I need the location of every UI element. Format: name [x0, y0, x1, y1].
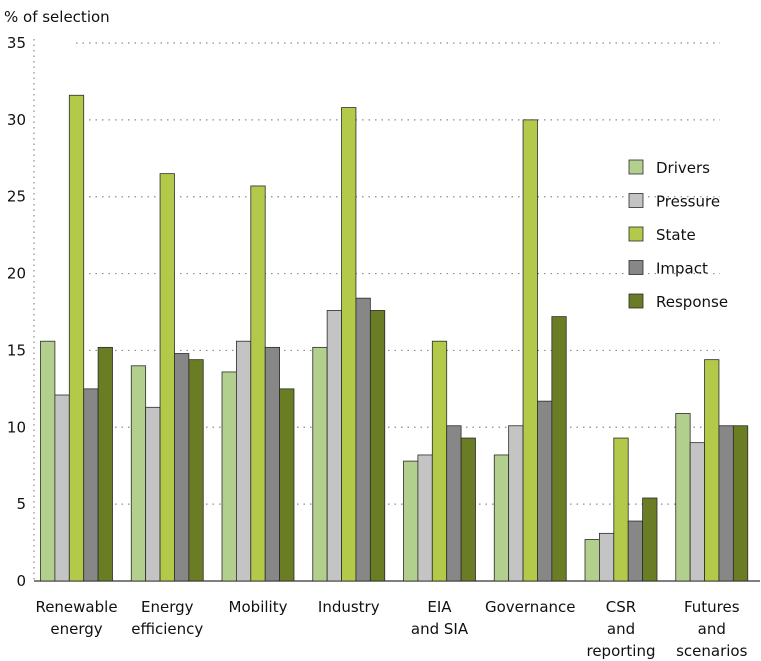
- legend-label-drivers: Drivers: [656, 159, 710, 177]
- legend-swatch-response: [628, 293, 644, 309]
- legend-swatch-pressure: [628, 193, 644, 208]
- bar-impact-0: [83, 388, 99, 582]
- bar-impact-7: [718, 425, 734, 582]
- y-tick-label: 15: [7, 341, 26, 359]
- x-category-label: Futures and scenarios: [676, 598, 748, 660]
- bar-impact-3: [355, 297, 371, 582]
- x-category-label: Governance: [485, 598, 576, 616]
- bar-impact-1: [174, 353, 190, 582]
- bar-response-5: [551, 316, 567, 582]
- bar-pressure-3: [326, 310, 342, 582]
- bar-state-5: [522, 119, 538, 582]
- bar-impact-5: [537, 400, 553, 582]
- legend: Drivers Pressure State Impact Response: [628, 159, 728, 311]
- y-tick-label: 5: [16, 495, 26, 513]
- bar-response-1: [188, 359, 204, 582]
- bar-response-6: [642, 497, 658, 582]
- y-ticks: 0 5 10 15 20 25 30 35: [7, 34, 26, 590]
- y-tick-label: 10: [7, 418, 26, 436]
- bar-state-6: [613, 437, 629, 582]
- legend-swatch-drivers: [628, 159, 644, 175]
- bar-pressure-0: [54, 394, 70, 582]
- bar-pressure-5: [508, 425, 524, 582]
- bar-state-2: [250, 185, 266, 582]
- y-tick-label: 25: [7, 188, 26, 206]
- bar-response-3: [369, 310, 386, 582]
- bar-pressure-1: [145, 406, 161, 582]
- y-axis-label: % of selection: [4, 8, 110, 26]
- bar-response-7: [732, 425, 749, 582]
- bar-state-7: [704, 359, 720, 582]
- bar-pressure-4: [417, 454, 433, 582]
- bar-pressure-6: [599, 532, 615, 582]
- x-category-label: Industry: [318, 598, 380, 616]
- bar-drivers-7: [675, 413, 691, 582]
- y-tick-label: 0: [16, 572, 26, 590]
- x-category-label: Energy efficiency: [131, 598, 203, 638]
- bar-drivers-2: [221, 371, 237, 582]
- bar-response-0: [97, 346, 113, 582]
- bar-state-0: [68, 94, 85, 582]
- bar-drivers-5: [493, 454, 510, 582]
- bar-state-4: [431, 340, 448, 582]
- bar-drivers-1: [130, 365, 147, 582]
- legend-swatch-state: [628, 226, 644, 242]
- legend-label-state: State: [656, 226, 696, 244]
- bar-state-3: [341, 107, 357, 582]
- category-labels: Renewable energy Energy efficiency Mobility I…: [35, 598, 747, 660]
- legend-label-pressure: Pressure: [656, 193, 720, 211]
- x-category-label: CSR and reporting: [586, 598, 655, 660]
- bar-response-4: [460, 437, 476, 582]
- x-category-label: Renewable energy: [35, 598, 117, 638]
- x-category-label: Mobility: [229, 598, 288, 616]
- legend-swatch-impact: [628, 260, 644, 275]
- bar-drivers-0: [40, 340, 56, 582]
- bars: [40, 94, 749, 582]
- y-tick-label: 20: [7, 265, 26, 283]
- bar-response-2: [279, 388, 295, 582]
- bar-impact-4: [446, 425, 462, 582]
- bar-drivers-3: [312, 346, 328, 582]
- legend-label-impact: Impact: [656, 260, 708, 278]
- y-tick-label: 35: [7, 34, 26, 52]
- x-category-label: EIA and SIA: [411, 598, 469, 638]
- y-tick-label: 30: [7, 111, 26, 129]
- bar-impact-2: [264, 346, 281, 582]
- bar-impact-6: [627, 520, 644, 582]
- bar-drivers-4: [403, 460, 419, 582]
- bar-pressure-2: [235, 340, 252, 582]
- bar-pressure-7: [689, 442, 705, 582]
- bar-drivers-6: [584, 539, 600, 582]
- legend-label-response: Response: [656, 293, 728, 311]
- bar-state-1: [159, 173, 175, 582]
